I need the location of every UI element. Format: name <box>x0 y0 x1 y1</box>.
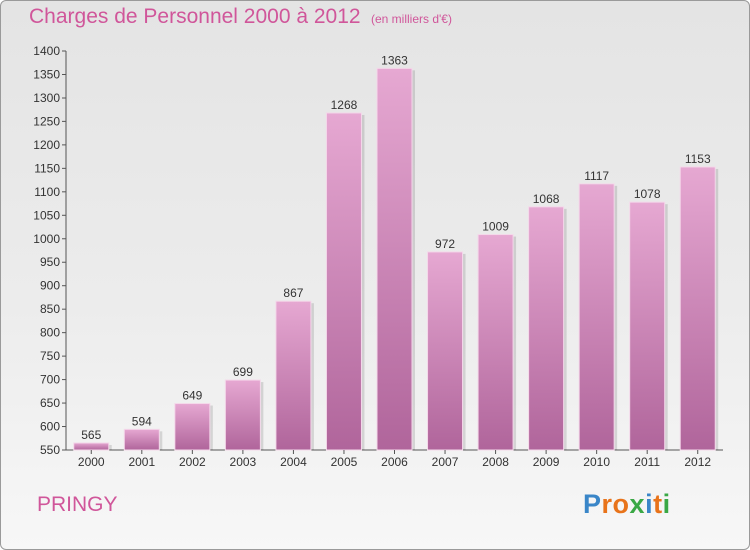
logo-letter: t <box>653 489 663 519</box>
bar <box>578 183 615 451</box>
y-tick-label: 1150 <box>34 161 60 175</box>
y-tick-label: 700 <box>40 373 60 387</box>
bar-value-label: 1268 <box>331 98 358 112</box>
bar-value-label: 1153 <box>685 152 711 166</box>
bar <box>73 442 110 451</box>
bar-value-label: 1117 <box>584 169 609 183</box>
proxiti-logo: Proxiti <box>583 489 671 520</box>
logo-letter: o <box>612 489 630 519</box>
y-tick-label: 1050 <box>33 208 60 222</box>
y-tick-label: 650 <box>40 396 60 410</box>
x-tick-label: 2008 <box>482 455 509 469</box>
x-tick-label: 2002 <box>179 455 206 469</box>
chart-title: Charges de Personnel 2000 à 2012 <box>29 5 361 28</box>
x-tick-label: 2006 <box>381 455 408 469</box>
logo-letter: r <box>601 489 613 519</box>
x-tick-label: 2009 <box>533 455 560 469</box>
x-tick-label: 2010 <box>583 455 610 469</box>
x-tick-label: 2001 <box>128 455 155 469</box>
bar <box>427 251 464 451</box>
bar <box>376 67 413 451</box>
y-tick-label: 1350 <box>33 67 60 81</box>
y-tick-label: 750 <box>40 349 60 363</box>
y-tick-label: 1000 <box>33 232 60 246</box>
place-name: PRINGY <box>37 493 118 516</box>
x-tick-label: 2012 <box>684 455 711 469</box>
y-tick-label: 550 <box>40 443 60 457</box>
chart-subtitle: (en milliers d'€) <box>371 12 452 26</box>
bar <box>275 300 312 451</box>
bar <box>679 166 716 451</box>
bar-value-label: 565 <box>81 428 101 442</box>
x-tick-label: 2004 <box>280 455 307 469</box>
y-tick-label: 900 <box>40 279 60 293</box>
x-tick-label: 2007 <box>432 455 459 469</box>
bar <box>123 428 160 451</box>
bar-value-label: 1009 <box>482 220 509 234</box>
bar-value-label: 1363 <box>381 53 408 67</box>
y-tick-label: 800 <box>40 326 60 340</box>
logo-letter: i <box>662 489 671 519</box>
bar <box>224 379 261 451</box>
y-tick-label: 1300 <box>33 91 60 105</box>
y-tick-label: 1200 <box>33 138 60 152</box>
x-tick-label: 2011 <box>634 455 660 469</box>
y-tick-label: 1100 <box>34 185 60 199</box>
bar-value-label: 1068 <box>533 192 560 206</box>
bar <box>528 206 565 451</box>
y-tick-label: 950 <box>40 255 60 269</box>
bar <box>629 201 666 451</box>
x-tick-label: 2000 <box>78 455 105 469</box>
y-tick-label: 600 <box>40 420 60 434</box>
bar <box>325 112 362 451</box>
bar-value-label: 649 <box>182 389 202 403</box>
bar-value-label: 699 <box>233 365 253 379</box>
bar-value-label: 594 <box>132 414 152 428</box>
bar-value-label: 972 <box>435 237 455 251</box>
y-tick-label: 850 <box>40 302 60 316</box>
x-tick-label: 2003 <box>230 455 257 469</box>
y-tick-label: 1400 <box>33 44 60 58</box>
logo-letter: i <box>645 489 654 519</box>
bar-value-label: 1078 <box>634 187 661 201</box>
bar <box>477 234 514 451</box>
bar-value-label: 867 <box>283 286 303 300</box>
bar <box>174 403 211 451</box>
logo-letter: P <box>583 489 602 519</box>
x-tick-label: 2005 <box>331 455 358 469</box>
logo-letter: x <box>629 489 646 519</box>
y-tick-label: 1250 <box>33 114 60 128</box>
